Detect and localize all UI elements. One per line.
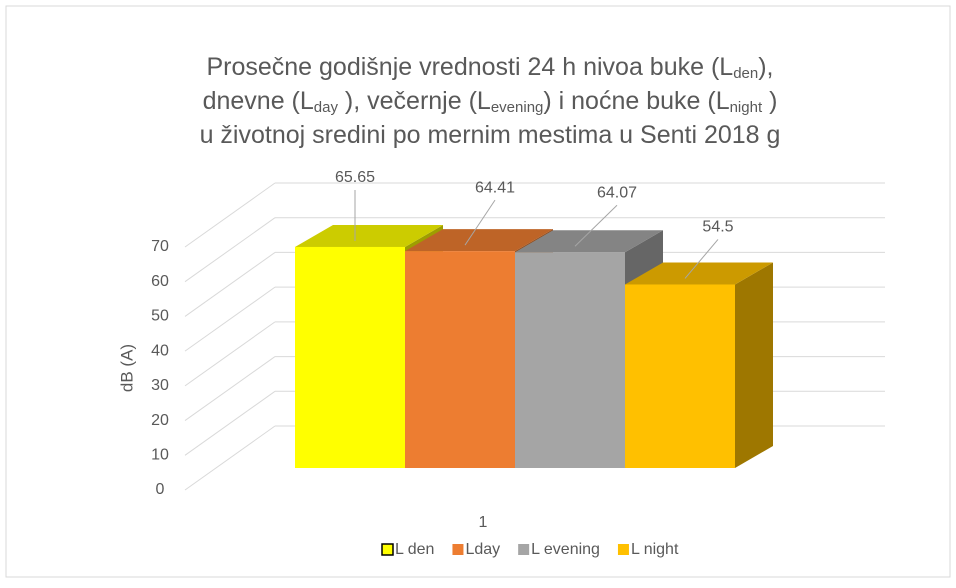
- legend-label: L evening: [531, 541, 600, 558]
- legend-swatch: [617, 544, 629, 555]
- title-text: dnevne (L: [203, 87, 314, 115]
- chart-title: dnevne (Lday ), večernje (Levening) i no…: [203, 87, 778, 116]
- data-label: 54.5: [702, 219, 733, 236]
- y-tick-label: 30: [151, 377, 169, 394]
- title-text: ), večernje (L: [338, 87, 491, 115]
- data-label: 65.65: [335, 169, 375, 186]
- bar-side: [735, 262, 773, 468]
- legend-swatch: [518, 544, 530, 555]
- legend-swatch: [452, 544, 464, 555]
- data-label: 64.07: [597, 184, 637, 201]
- bar-top: [405, 229, 553, 252]
- chart-title: Prosečne godišnje vrednosti 24 h nivoa b…: [206, 53, 773, 82]
- title-text: ) i noćne buke (L: [543, 87, 729, 115]
- leader-line: [574, 204, 618, 247]
- legend-label: L den: [395, 541, 434, 558]
- bar-top: [295, 224, 443, 247]
- title-subscript: day: [314, 99, 339, 116]
- title-text: ),: [758, 53, 773, 81]
- chart-title: u životnoj sredini po mernim mestima u S…: [200, 121, 781, 149]
- x-tick-label: 1: [479, 514, 488, 531]
- grid-line: [184, 425, 276, 491]
- y-tick-label: 50: [151, 308, 169, 325]
- title-text: Prosečne godišnje vrednosti 24 h nivoa b…: [206, 53, 733, 81]
- title-subscript: night: [730, 99, 763, 116]
- bar-top: [625, 262, 773, 285]
- grid-line: [184, 217, 276, 283]
- legend-label: L night: [631, 541, 679, 558]
- title-subscript: evening: [491, 99, 544, 116]
- grid-line: [184, 321, 276, 387]
- grid-line: [184, 286, 276, 352]
- legend-swatch: [381, 543, 394, 556]
- grid-line: [184, 356, 276, 421]
- title-text: u životnoj sredini po mernim mestima u S…: [200, 121, 781, 149]
- legend-label: Lday: [465, 541, 500, 558]
- data-label: 64.41: [475, 179, 515, 196]
- title-text: ): [762, 87, 777, 115]
- title-subscript: den: [733, 65, 758, 82]
- leader-line: [464, 199, 496, 246]
- bar: [405, 251, 515, 468]
- grid-line: [184, 390, 276, 456]
- bar: [625, 284, 735, 468]
- y-tick-label: 0: [156, 481, 165, 498]
- grid-line: [184, 252, 276, 317]
- y-tick-label: 10: [151, 447, 169, 464]
- y-tick-label: 20: [151, 412, 169, 429]
- bar: [515, 252, 625, 468]
- bar: [295, 246, 405, 468]
- grid-line: [184, 182, 276, 248]
- y-tick-label: 70: [151, 238, 169, 255]
- bar-top: [515, 230, 663, 253]
- y-tick-label: 40: [151, 342, 169, 359]
- y-axis-label: dB (A): [117, 344, 136, 392]
- y-tick-label: 60: [151, 273, 169, 290]
- leader-line: [684, 239, 719, 279]
